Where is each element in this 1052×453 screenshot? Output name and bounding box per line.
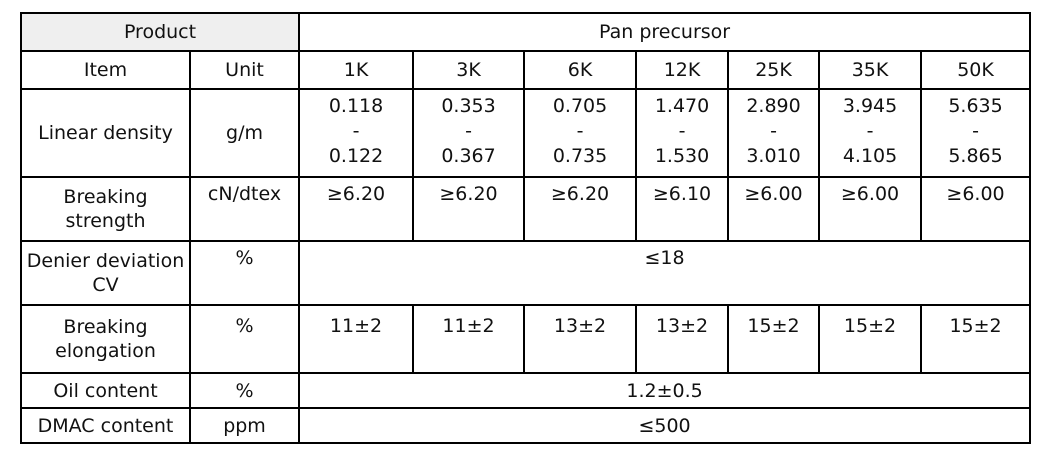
size-header-50k: 50K xyxy=(920,50,1032,90)
label-line: strength xyxy=(65,210,146,232)
oil-content-value: 1.2±0.5 xyxy=(298,372,1032,409)
breaking-strength-cell: ≥6.20 xyxy=(298,176,415,242)
size-header-12k: 12K xyxy=(635,50,730,90)
pan-precursor-header: Pan precursor xyxy=(298,12,1032,52)
range-separator: - xyxy=(576,120,584,142)
breaking-strength-cell: ≥6.20 xyxy=(412,176,526,242)
range-separator: - xyxy=(352,120,360,142)
denier-deviation-row: Denier deviation CV % ≤18 xyxy=(20,240,1032,306)
breaking-elongation-unit: % xyxy=(188,304,301,374)
label-line: Breaking xyxy=(63,316,148,338)
range-min: 1.470 xyxy=(654,95,710,117)
column-header-row: Item Unit 1K 3K 6K 12K 25K 35K 50K xyxy=(20,50,1032,90)
range-min: 0.353 xyxy=(441,95,496,117)
oil-content-row: Oil content % 1.2±0.5 xyxy=(20,372,1032,409)
product-spec-table: Product Pan precursor Item Unit 1K 3K 6K… xyxy=(19,12,1032,444)
range-separator: - xyxy=(465,120,472,142)
breaking-elongation-row: Breaking elongation % 11±2 11±2 13±2 13±… xyxy=(20,304,1032,374)
denier-deviation-label: Denier deviation CV xyxy=(20,240,191,306)
linear-density-row: Linear density g/m 0.118 - 0.122 0.353 -… xyxy=(20,88,1032,178)
range-max: 5.865 xyxy=(948,145,1003,167)
dmac-content-value: ≤500 xyxy=(298,407,1032,444)
breaking-elongation-cell: 15±2 xyxy=(920,304,1032,374)
range-min: 0.705 xyxy=(552,95,608,117)
unit-header: Unit xyxy=(188,50,301,90)
breaking-strength-cell: ≥6.00 xyxy=(727,176,821,242)
linear-density-label: Linear density xyxy=(20,88,191,178)
range-separator: - xyxy=(678,120,686,142)
dmac-content-row: DMAC content ppm ≤500 xyxy=(20,407,1032,444)
dmac-content-label: DMAC content xyxy=(20,407,191,444)
breaking-strength-cell: ≥6.20 xyxy=(523,176,638,242)
size-header-25k: 25K xyxy=(727,50,821,90)
range-max: 3.010 xyxy=(746,145,801,167)
range-max: 4.105 xyxy=(842,145,898,167)
linear-density-cell: 2.890 - 3.010 xyxy=(727,88,821,178)
breaking-strength-unit: cN/dtex xyxy=(188,176,301,242)
label-line: Breaking xyxy=(63,186,148,208)
breaking-strength-row: Breaking strength cN/dtex ≥6.20 ≥6.20 ≥6… xyxy=(20,176,1032,242)
size-header-6k: 6K xyxy=(523,50,638,90)
breaking-elongation-cell: 15±2 xyxy=(727,304,821,374)
linear-density-cell: 0.705 - 0.735 xyxy=(523,88,638,178)
breaking-elongation-label: Breaking elongation xyxy=(20,304,191,374)
range-min: 3.945 xyxy=(842,95,898,117)
range-max: 0.367 xyxy=(441,145,496,167)
linear-density-cell: 0.118 - 0.122 xyxy=(298,88,415,178)
item-header: Item xyxy=(20,50,191,90)
range-min: 0.118 xyxy=(328,95,384,117)
label-line: Denier deviation xyxy=(26,250,185,272)
breaking-strength-cell: ≥6.00 xyxy=(920,176,1032,242)
breaking-elongation-cell: 11±2 xyxy=(412,304,526,374)
breaking-strength-cell: ≥6.10 xyxy=(635,176,730,242)
header-row: Product Pan precursor xyxy=(19,12,1032,52)
range-max: 1.530 xyxy=(654,145,710,167)
label-line: CV xyxy=(92,274,119,296)
linear-density-cell: 3.945 - 4.105 xyxy=(818,88,923,178)
oil-content-label: Oil content xyxy=(20,372,191,409)
range-separator: - xyxy=(866,120,874,142)
range-min: 5.635 xyxy=(948,95,1003,117)
size-header-3k: 3K xyxy=(412,50,526,90)
breaking-elongation-cell: 13±2 xyxy=(523,304,638,374)
range-max: 0.122 xyxy=(328,145,384,167)
range-separator: - xyxy=(972,120,979,142)
product-header: Product xyxy=(19,12,301,52)
linear-density-unit: g/m xyxy=(188,88,301,178)
linear-density-cell: 5.635 - 5.865 xyxy=(920,88,1032,178)
oil-content-unit: % xyxy=(188,372,301,409)
linear-density-cell: 0.353 - 0.367 xyxy=(412,88,526,178)
size-header-35k: 35K xyxy=(818,50,923,90)
size-header-1k: 1K xyxy=(298,50,415,90)
breaking-elongation-cell: 15±2 xyxy=(818,304,923,374)
range-separator: - xyxy=(770,120,777,142)
label-line: elongation xyxy=(55,340,156,362)
linear-density-cell: 1.470 - 1.530 xyxy=(635,88,730,178)
breaking-elongation-cell: 13±2 xyxy=(635,304,730,374)
breaking-elongation-cell: 11±2 xyxy=(298,304,415,374)
range-min: 2.890 xyxy=(746,95,801,117)
breaking-strength-cell: ≥6.00 xyxy=(818,176,923,242)
denier-deviation-unit: % xyxy=(188,240,301,306)
denier-deviation-value: ≤18 xyxy=(298,240,1032,306)
dmac-content-unit: ppm xyxy=(188,407,301,444)
range-max: 0.735 xyxy=(552,145,608,167)
breaking-strength-label: Breaking strength xyxy=(20,176,191,242)
